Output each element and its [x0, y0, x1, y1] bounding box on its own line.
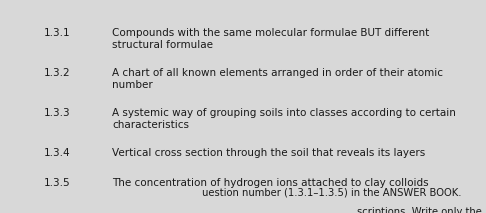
Text: 1.3.1: 1.3.1	[44, 28, 70, 38]
Text: 1.3.3: 1.3.3	[44, 108, 70, 118]
Text: A chart of all known elements arranged in order of their atomic: A chart of all known elements arranged i…	[112, 68, 443, 78]
Text: scriptions. Write only the: scriptions. Write only the	[357, 207, 482, 213]
Text: 1.3.2: 1.3.2	[44, 68, 70, 78]
Text: number: number	[112, 80, 153, 90]
Text: 1.3.5: 1.3.5	[44, 178, 70, 188]
Text: Vertical cross section through the soil that reveals its layers: Vertical cross section through the soil …	[112, 148, 425, 158]
Text: Compounds with the same molecular formulae BUT different: Compounds with the same molecular formul…	[112, 28, 429, 38]
Text: 1.3.4: 1.3.4	[44, 148, 70, 158]
Text: The concentration of hydrogen ions attached to clay colloids: The concentration of hydrogen ions attac…	[112, 178, 429, 188]
Text: structural formulae: structural formulae	[112, 40, 213, 50]
Text: A systemic way of grouping soils into classes according to certain: A systemic way of grouping soils into cl…	[112, 108, 456, 118]
Text: characteristics: characteristics	[112, 120, 189, 130]
Text: uestion number (1.3.1–1.3.5) in the ANSWER BOOK.: uestion number (1.3.1–1.3.5) in the ANSW…	[202, 187, 461, 197]
